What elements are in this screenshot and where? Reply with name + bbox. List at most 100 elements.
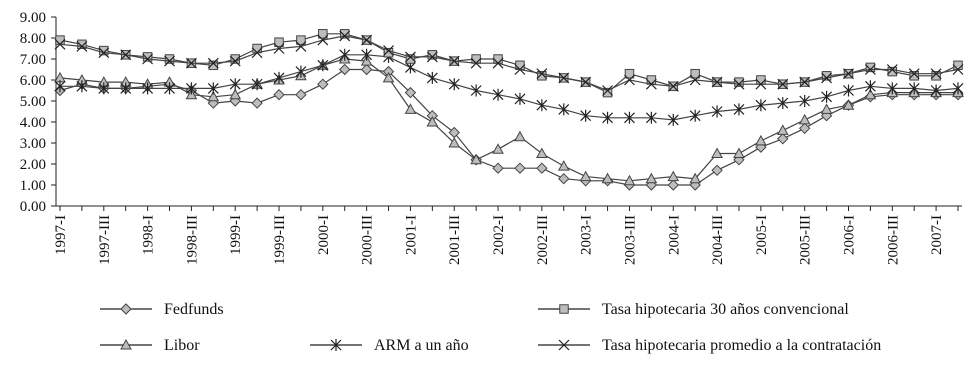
data-point [952,82,964,95]
data-point [602,87,613,98]
data-point [207,90,220,102]
data-point [55,35,65,45]
data-point [330,339,342,351]
x-tick-label: 2007-I [929,215,945,255]
data-point [711,164,723,177]
data-point [952,64,964,75]
data-point [887,66,898,77]
data-point [470,84,482,97]
data-point [164,55,175,67]
data-point [579,170,592,182]
data-point [756,75,766,85]
data-point [624,74,635,86]
x-tick-label: 2005-I [754,215,770,255]
data-point [251,78,263,91]
data-point [273,71,285,84]
x-tick-label: 2000-III [360,215,376,265]
legend-label: Fedfunds [164,301,224,318]
data-point [295,88,307,101]
data-point [908,68,920,80]
data-point [864,80,876,93]
data-point [953,60,963,71]
x-tick-label: 1999-I [228,215,244,255]
data-point [252,43,262,54]
data-point [580,109,592,122]
y-tick-label: 2.00 [20,157,46,173]
data-point [842,99,855,110]
series-1 [54,52,964,186]
data-point [799,76,811,88]
data-point [120,49,132,61]
y-axis: 0.00 1.00 2.00 3.00 4.00 5.00 6.00 7.00 8.00 9.00 [20,10,57,215]
data-point [185,82,197,95]
x-tick-label: 2002-I [491,215,507,255]
data-point [930,68,942,80]
data-point [536,99,548,112]
y-tick-label: 6.00 [20,73,46,89]
y-tick-label: 4.00 [20,115,46,131]
data-point [930,84,942,97]
series-2 [54,48,964,126]
y-tick-label: 1.00 [20,178,46,194]
data-point [689,172,702,184]
data-point [404,86,417,99]
data-point [251,47,263,59]
data-point [296,35,306,45]
data-point [667,113,679,126]
data-point [734,77,744,87]
x-tick-label: 1997-III [97,215,113,265]
data-point [558,103,570,116]
x-tick-label: 2003-I [579,215,595,255]
data-point [492,88,504,101]
data-point [361,48,373,61]
series-4 [54,30,964,96]
data-point [493,54,503,64]
x-tick-label: 2003-III [622,215,638,265]
data-point [777,78,789,90]
data-point [120,303,132,315]
data-point [426,71,438,84]
data-point [404,103,417,114]
data-point [755,99,767,112]
data-point [251,97,263,109]
data-point [360,63,373,76]
x-tick-label: 1997-I [53,215,69,255]
legend-label: ARM a un año [374,337,469,354]
data-point [76,40,88,52]
data-point [54,38,66,50]
data-point [99,45,109,56]
data-point [492,57,504,69]
x-tick-label: 2006-I [841,215,857,255]
series-line [59,58,958,182]
data-point [667,170,680,182]
y-tick-label: 5.00 [20,94,46,110]
x-tick-label: 1999-III [272,215,288,265]
data-point [361,34,373,46]
data-point [98,82,110,95]
data-point [558,72,570,84]
data-point [557,160,570,171]
legend-item: Tasa hipotecaria 30 años convencional [538,301,849,318]
data-point [733,147,745,158]
data-point [601,172,614,184]
y-tick-label: 7.00 [20,52,46,68]
data-point [405,54,416,64]
data-point [514,162,526,174]
data-point [820,103,833,114]
data-point [777,97,789,110]
data-point [273,88,285,101]
y-tick-label: 3.00 [20,136,46,152]
data-point [843,84,854,97]
data-point [624,111,635,124]
data-point [645,172,658,184]
data-point [164,82,175,95]
legend-item: ARM a un año [310,337,469,354]
data-point [383,47,394,58]
data-point [514,92,526,105]
x-tick-label: 2004-I [666,215,682,255]
data-point [536,147,548,158]
data-point [821,72,833,84]
data-point [798,113,811,125]
data-point [667,179,679,191]
